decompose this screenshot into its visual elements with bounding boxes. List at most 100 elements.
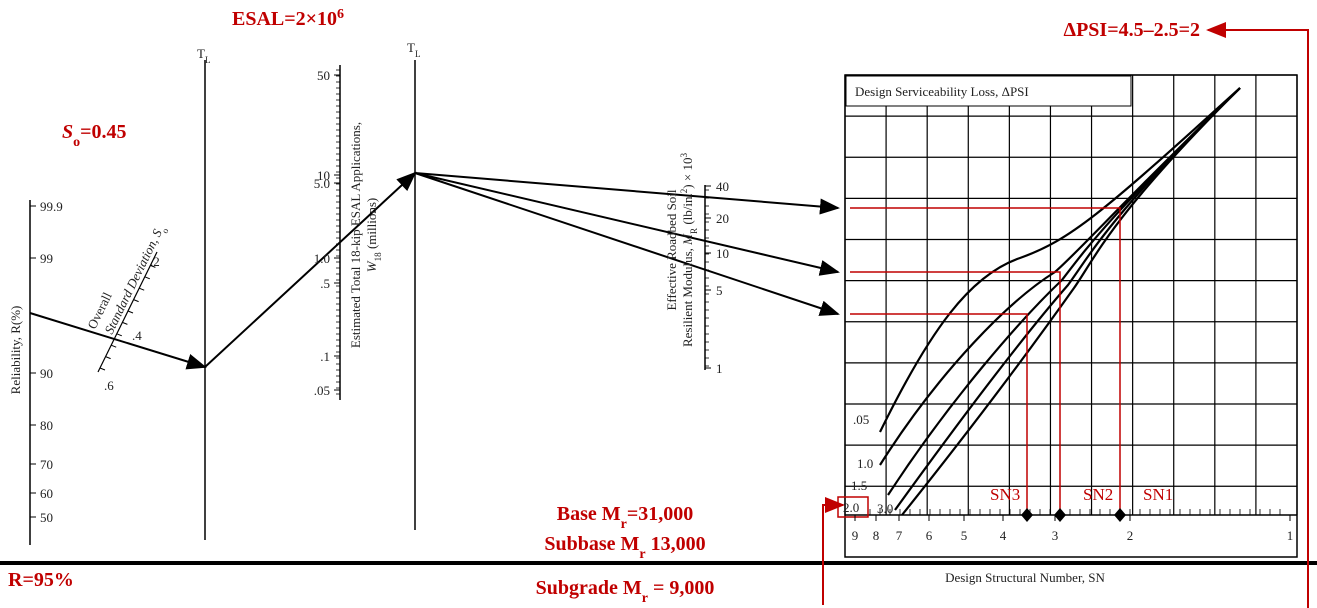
x-tick-label-part: 2 [1127, 528, 1134, 543]
tick [150, 264, 156, 268]
tick [139, 287, 145, 291]
esal-axis-label-part: W [364, 260, 379, 272]
so-annotation: So=0.45 [62, 121, 127, 150]
std-dev-label-part: o [160, 226, 171, 235]
modulus-axis-label-part: ) × 10 [680, 158, 695, 189]
curve-label-part: 1.0 [857, 456, 873, 471]
delta-psi-annotation: ΔPSI=4.5–2.5=2 [1064, 19, 1200, 41]
modulus-tick-label: 40 [716, 179, 729, 194]
reliability-axis-label: Reliability, R(%) [8, 306, 23, 395]
esal-annotation: ESAL=2×106 [232, 7, 344, 31]
curve-label-part: 1.5 [851, 478, 867, 493]
tick [111, 344, 117, 348]
base-annotation-part: Base M [557, 503, 621, 525]
tick [99, 367, 106, 371]
modulus-axis-label-part: R [689, 227, 699, 234]
sn-label: SN3 [990, 485, 1020, 504]
x-tick-label-part: 1 [1287, 528, 1294, 543]
esal-tick-label: .05 [314, 383, 330, 398]
sn-label-part: SN2 [1083, 485, 1113, 504]
subgrade-annotation-part: r [642, 591, 648, 606]
tl-label-part: L [415, 49, 421, 59]
base-annotation-part: =31,000 [627, 503, 693, 525]
reliability-tick-label: 70 [40, 457, 53, 472]
std-dev-tick-label: .2 [150, 254, 160, 269]
x-axis-label-part: Design Structural Number, SN [945, 570, 1105, 585]
x-tick-label-part: 6 [926, 528, 933, 543]
x-tick-label-part: 8 [873, 528, 880, 543]
x-tick-label: 9 [852, 528, 859, 543]
psi-curve [901, 87, 1241, 516]
reliability-axis-label-part: Reliability, R(%) [8, 306, 23, 395]
curve-label-part: .05 [853, 412, 869, 427]
esal-tick-label-part: 10 [317, 168, 330, 183]
reliability-tick-label: 90 [40, 366, 53, 381]
psi-curve [894, 87, 1241, 511]
chart-frame [844, 74, 1298, 558]
std-dev-tick-label-part: .4 [132, 328, 142, 343]
tick [144, 276, 150, 280]
curve-label: 1.5 [851, 478, 867, 493]
x-tick-label: 2 [1127, 528, 1134, 543]
esal-annotation-part: ESAL=2×10 [232, 8, 337, 30]
reliability-tick-label-part: 90 [40, 366, 53, 381]
tick [116, 333, 122, 337]
reliability-tick-label-part: 80 [40, 418, 53, 433]
chart-title-part: Design Serviceability Loss, ΔPSI [855, 84, 1029, 99]
subgrade-annotation-part: Subgrade M [536, 577, 642, 599]
esal-tick-label: .5 [320, 276, 330, 291]
x-tick-label: 8 [873, 528, 880, 543]
esal-axis-label-part: 18 [373, 252, 383, 262]
subbase-annotation: Subbase Mr 13,000 [544, 533, 705, 562]
reliability-tick-label: 60 [40, 486, 53, 501]
std-dev-tick-label-part: .6 [104, 378, 114, 393]
modulus-tick-label: 20 [716, 211, 729, 226]
modulus-axis-label-part: (lb/in. [680, 193, 695, 228]
sn-label: SN1 [1143, 485, 1173, 504]
x-tick-label-part: 9 [852, 528, 859, 543]
x-tick-label: 7 [896, 528, 903, 543]
tick [122, 321, 128, 325]
sn-label-part: SN3 [990, 485, 1020, 504]
std-dev-label: Standard Deviation, So [101, 222, 171, 338]
curve-label: 2.0 [843, 500, 859, 515]
curve-label: .05 [853, 412, 869, 427]
modulus-tick-label-part: 10 [716, 246, 729, 261]
reliability-tick-label: 80 [40, 418, 53, 433]
modulus-tick-label-part: 5 [716, 283, 723, 298]
curve-label-part: 3.0 [877, 501, 893, 516]
base-annotation: Base Mr=31,000 [557, 503, 694, 532]
reliability-annotation: R=95% [8, 569, 74, 591]
curve-label: 1.0 [857, 456, 873, 471]
delta-psi-annotation-part: ΔPSI=4.5–2.5=2 [1064, 19, 1200, 41]
sn-label-part: SN1 [1143, 485, 1173, 504]
modulus-tick-label: 1 [716, 361, 723, 376]
reliability-tick-label: 50 [40, 510, 53, 525]
modulus-tick-label-part: 40 [716, 179, 729, 194]
x-tick-label: 1 [1287, 528, 1294, 543]
psi-curve [879, 87, 1241, 433]
reliability-tick-label-part: 60 [40, 486, 53, 501]
red-guides [822, 22, 1309, 608]
std-dev-label-part: Standard Deviation, [101, 232, 162, 336]
x-tick-label-part: 7 [896, 528, 903, 543]
reliability-tick-label-part: 99.9 [40, 199, 63, 214]
x-tick-label: 5 [961, 528, 968, 543]
x-tick-label-part: 4 [1000, 528, 1007, 543]
subgrade-annotation: Subgrade Mr = 9,000 [536, 577, 715, 606]
esal-tick-label: 50 [317, 68, 330, 83]
esal-tick-label: 10 [317, 168, 330, 183]
reliability-tick-label: 99.9 [40, 199, 63, 214]
modulus-axis-label-part: 3 [679, 153, 689, 158]
psi-curve [887, 87, 1241, 496]
x-tick-label-part: 3 [1052, 528, 1059, 543]
esal-tick-label-part: 5.0 [314, 176, 330, 191]
subbase-annotation-part: 13,000 [646, 533, 706, 555]
so-annotation-part: o [73, 135, 80, 150]
design-chart [844, 74, 1298, 558]
esal-tick-label-part: .1 [320, 349, 330, 364]
x-axis-label: Design Structural Number, SN [945, 570, 1105, 585]
tl-label: TL [407, 40, 421, 59]
subgrade-annotation-part: = 9,000 [648, 577, 714, 599]
modulus-axis-label-part: Effective Roadbed Soil [664, 189, 679, 310]
